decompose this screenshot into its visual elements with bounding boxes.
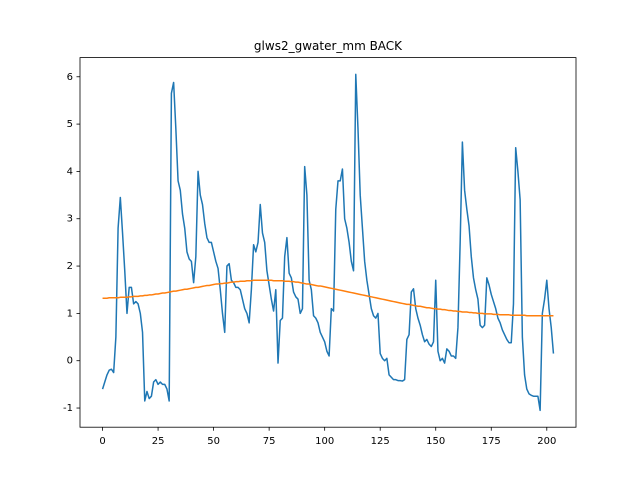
x-tick-label: 150 xyxy=(426,436,445,447)
x-tick-label: 175 xyxy=(482,436,501,447)
series-line xyxy=(101,73,555,412)
y-tick-label: 4 xyxy=(67,166,73,177)
x-tick-label: 200 xyxy=(537,436,556,447)
y-tick-label: 1 xyxy=(67,308,73,319)
x-tick-label: 25 xyxy=(152,436,165,447)
chart-title: glws2_gwater_mm BACK xyxy=(254,39,403,53)
x-tick-label: 75 xyxy=(263,436,276,447)
y-tick-label: 3 xyxy=(67,214,73,225)
y-tick-label: 2 xyxy=(67,261,73,272)
y-tick-label: -1 xyxy=(63,403,73,414)
y-tick-label: 5 xyxy=(67,119,73,130)
y-tick-label: 6 xyxy=(67,72,73,83)
x-tick-label: 100 xyxy=(315,436,334,447)
series-line xyxy=(102,279,554,317)
x-tick-label: 0 xyxy=(99,436,105,447)
y-tick-label: 0 xyxy=(67,356,73,367)
x-tick-label: 50 xyxy=(207,436,220,447)
axes-frame xyxy=(79,57,577,428)
plot-area xyxy=(101,73,555,412)
x-tick-label: 125 xyxy=(371,436,390,447)
